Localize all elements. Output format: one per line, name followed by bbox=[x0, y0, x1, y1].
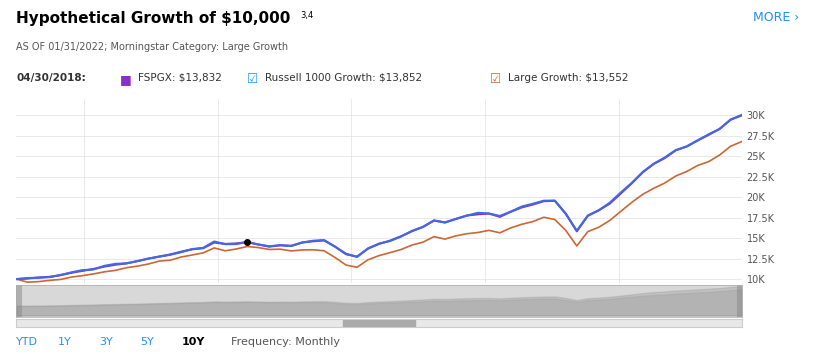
Text: FSPGX: $13,832: FSPGX: $13,832 bbox=[138, 73, 222, 82]
Text: Frequency: Monthly: Frequency: Monthly bbox=[231, 337, 339, 347]
Text: ☑: ☑ bbox=[490, 73, 502, 86]
Text: ■: ■ bbox=[119, 73, 131, 86]
Text: 10Y: 10Y bbox=[181, 337, 204, 347]
Text: ☑: ☑ bbox=[247, 73, 259, 86]
Text: Russell 1000 Growth: $13,852: Russell 1000 Growth: $13,852 bbox=[265, 73, 423, 82]
Text: 3,4: 3,4 bbox=[301, 11, 314, 19]
Text: AS OF 01/31/2022; Morningstar Category: Large Growth: AS OF 01/31/2022; Morningstar Category: … bbox=[16, 42, 288, 52]
Text: Hypothetical Growth of $10,000: Hypothetical Growth of $10,000 bbox=[16, 11, 291, 25]
Text: 04/30/2018:: 04/30/2018: bbox=[16, 73, 87, 82]
Text: 5Y: 5Y bbox=[140, 337, 154, 347]
Text: Large Growth: $13,552: Large Growth: $13,552 bbox=[508, 73, 629, 82]
Text: YTD: YTD bbox=[16, 337, 39, 347]
Bar bbox=[343, 319, 415, 326]
Text: MORE ›: MORE › bbox=[753, 11, 799, 24]
Text: 1Y: 1Y bbox=[58, 337, 72, 347]
Text: 3Y: 3Y bbox=[99, 337, 113, 347]
